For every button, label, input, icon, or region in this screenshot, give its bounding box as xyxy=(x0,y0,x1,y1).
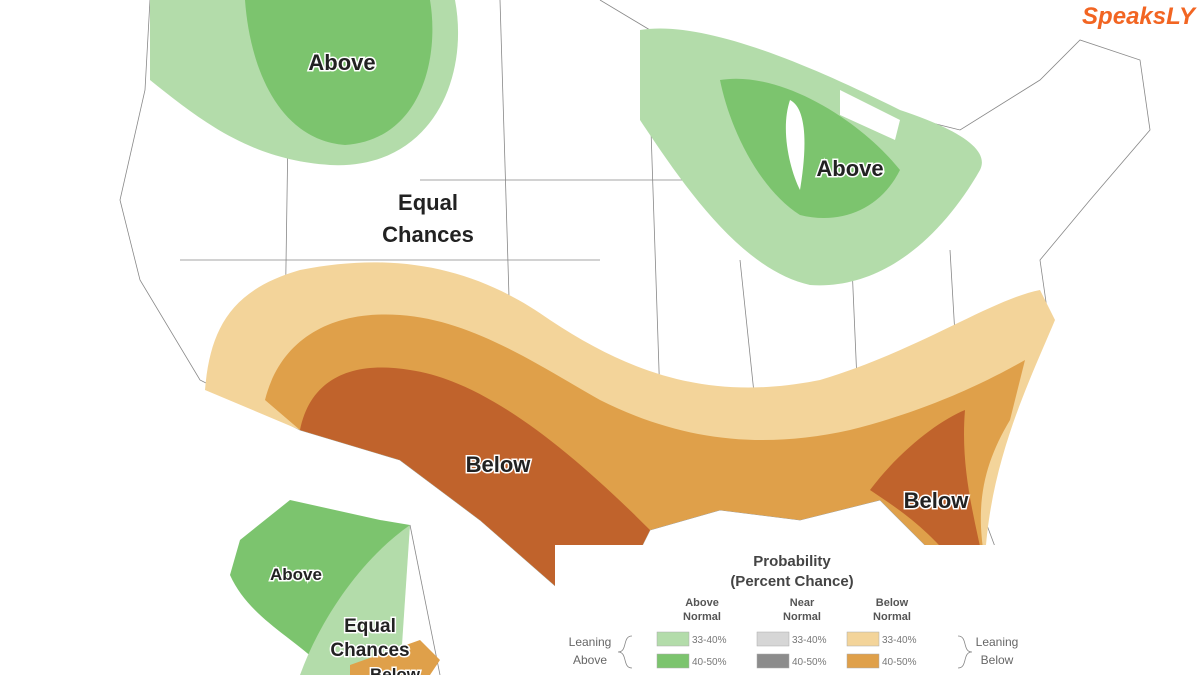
map-label: Above xyxy=(270,565,322,584)
legend-column-header: Above xyxy=(685,597,719,609)
legend-range: 33-40% xyxy=(882,635,917,646)
map-label: Below xyxy=(466,452,532,477)
legend-side-label: Leaning xyxy=(569,635,612,649)
legend-column-header: Below xyxy=(876,597,909,609)
region-dark-brown xyxy=(870,410,985,570)
map-label: Chances xyxy=(330,640,409,661)
region-dark-green xyxy=(245,0,433,145)
legend-range: 33-40% xyxy=(692,635,727,646)
region-dark-green xyxy=(720,78,900,218)
legend-swatch xyxy=(756,653,790,669)
map-label: Above xyxy=(816,156,883,181)
legend-brace xyxy=(617,635,973,669)
brand-logo: SpeaksLY xyxy=(1082,3,1197,30)
map-label: Equal xyxy=(398,190,458,215)
state-lines xyxy=(180,0,961,451)
legend-swatch xyxy=(656,653,690,669)
legend-range: 33-40% xyxy=(792,635,827,646)
map-label: Chances xyxy=(382,222,474,247)
map-label: Equal xyxy=(344,616,396,637)
map-label: Above xyxy=(308,50,375,75)
alaska-light-green xyxy=(300,525,410,675)
legend: Probability (Percent Chance) Leaning Abo… xyxy=(555,545,1035,675)
map-label: Below xyxy=(904,488,970,513)
legend-column-header: Normal xyxy=(683,611,721,623)
legend-swatch xyxy=(846,631,880,647)
legend-title: Probability xyxy=(753,553,831,570)
legend-background xyxy=(555,545,1035,675)
legend-title: (Percent Chance) xyxy=(730,573,853,590)
legend-range: 40-50% xyxy=(692,657,727,668)
legend-swatch xyxy=(756,631,790,647)
alaska-border xyxy=(409,524,441,675)
legend-column-header: Near xyxy=(790,597,815,609)
map-label: Below xyxy=(370,665,421,675)
legend-side-label: Leaning xyxy=(976,635,1019,649)
lakes xyxy=(785,90,900,190)
legend-column-header: Normal xyxy=(783,611,821,623)
legend-range: 40-50% xyxy=(882,657,917,668)
legend-side-label: Above xyxy=(573,653,607,667)
legend-column-header: Normal xyxy=(873,611,911,623)
legend-range: 40-50% xyxy=(792,657,827,668)
legend-swatch xyxy=(846,653,880,669)
legend-side-label: Below xyxy=(981,653,1014,667)
alaska-tan xyxy=(350,640,440,675)
legend-swatch xyxy=(656,631,690,647)
